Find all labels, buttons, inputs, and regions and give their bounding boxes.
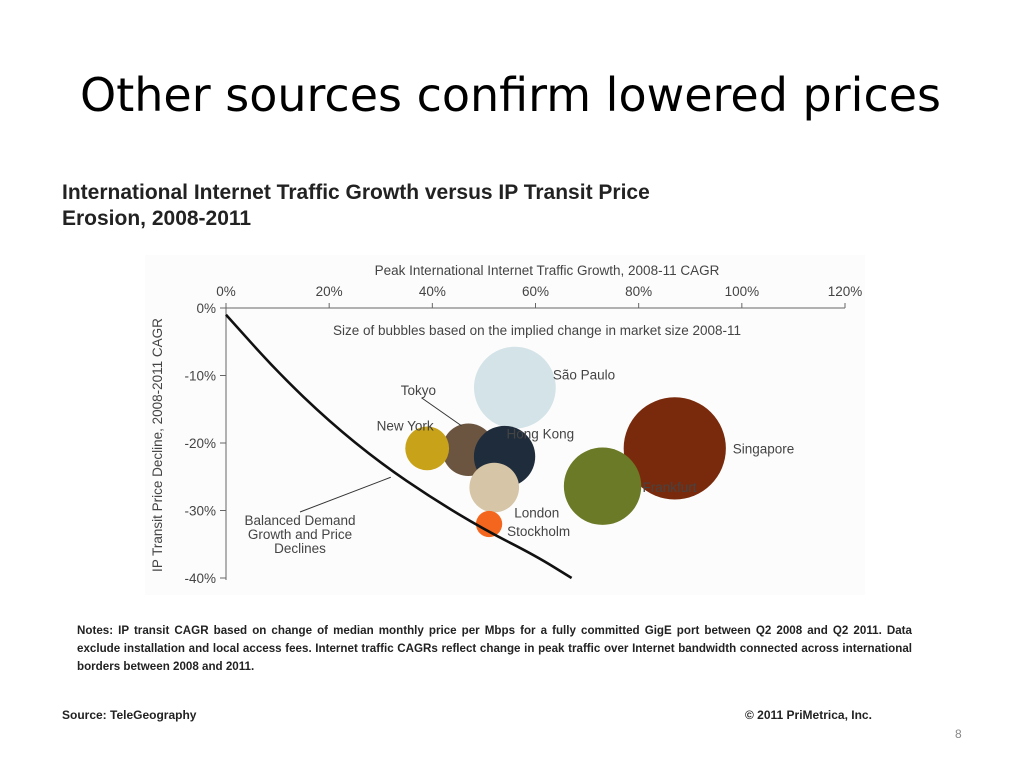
bubble-label: London [514,506,559,521]
bubble-label: Hong Kong [507,427,575,442]
bubble-label: São Paulo [553,368,615,383]
x-tick-label: 40% [419,284,446,299]
bubble-london [469,462,520,513]
y-tick-label: -10% [184,369,216,384]
bubble-label: Stockholm [507,524,570,539]
x-tick-label: 60% [522,284,549,299]
tokyo-leader-line [421,397,462,427]
curve-label-line: Growth and Price [248,527,352,542]
x-tick-label: 0% [216,284,236,299]
x-tick-label: 100% [725,284,760,299]
chart-axes: 0% 20% 40% 60% 80% 100% 120% 0% -10% -20% -30% -40% [184,284,862,586]
bubble-size-note: Size of bubbles based on the implied cha… [333,323,741,338]
bubble-frankfurt [563,447,642,525]
chart-heading: International Internet Traffic Growth ve… [62,180,922,232]
bubble-stockholm [475,510,503,538]
copyright-notice: © 2011 PriMetrica, Inc. [745,708,872,722]
bubble-label: New York [377,418,434,433]
bubble-new-york [405,426,450,471]
curve-label-line: Declines [274,541,326,556]
chart-heading-line2: Erosion, 2008-2011 [62,207,252,230]
bubble-label: Tokyo [401,383,436,398]
curve-label-line: Balanced Demand [244,513,355,528]
x-tick-label: 80% [625,284,652,299]
slide-title: Other sources confirm lowered prices [80,68,941,122]
y-tick-label: -40% [184,571,216,586]
y-tick-label: -30% [184,504,216,519]
x-tick-label: 20% [316,284,343,299]
bubble-s-o-paulo [473,346,556,429]
bubble-series: São Paulo Tokyo New York Hong Kong Singapore… [377,346,795,539]
bubble-label: Frankfurt [643,480,697,495]
bubble-label: Singapore [733,441,795,456]
bubble-chart: Peak International Internet Traffic Grow… [145,255,865,595]
x-tick-label: 120% [828,284,863,299]
y-tick-label: 0% [196,301,216,316]
x-axis-title: Peak International Internet Traffic Grow… [375,263,720,278]
chart-notes: Notes: IP transit CAGR based on change o… [77,624,912,673]
y-tick-label: -20% [184,436,216,451]
bubble-singapore [623,397,726,500]
curve-leader-line [299,476,391,513]
y-axis-title: IP Transit Price Decline, 2008-2011 CAGR [150,318,165,572]
balanced-demand-curve [225,313,573,580]
chart-heading-line1: International Internet Traffic Growth ve… [62,181,650,204]
page-number: 8 [955,727,962,741]
source-credit: Source: TeleGeography [62,708,197,722]
